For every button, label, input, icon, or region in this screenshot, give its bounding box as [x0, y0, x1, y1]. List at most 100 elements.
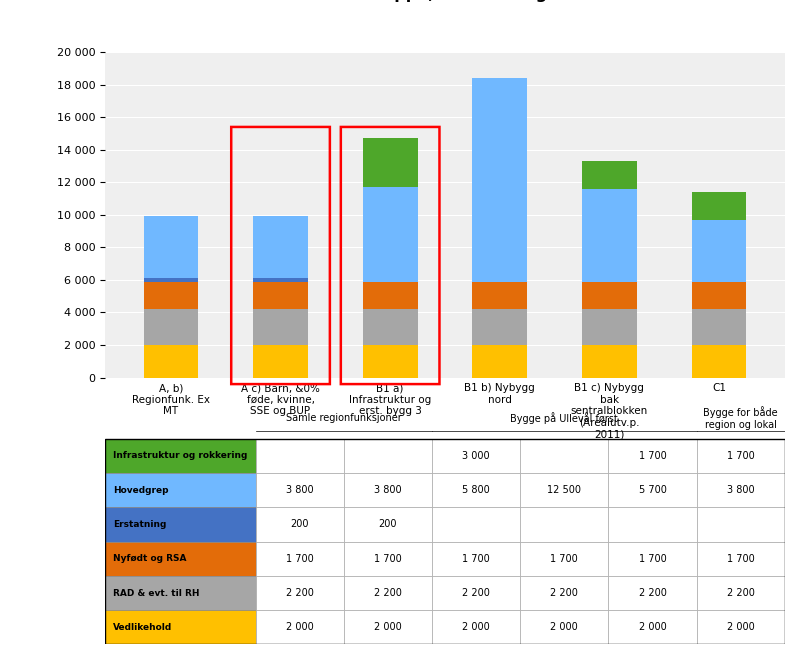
- Text: 2 200: 2 200: [638, 588, 667, 598]
- Text: 2 200: 2 200: [462, 588, 490, 598]
- Bar: [105, 507, 256, 542]
- Bar: [432, 507, 520, 542]
- Bar: [432, 439, 520, 473]
- Bar: [143, 345, 198, 378]
- Bar: [344, 507, 432, 542]
- Text: Infrastruktur og rokkering: Infrastruktur og rokkering: [113, 451, 248, 460]
- Bar: [697, 473, 785, 507]
- Text: 1 700: 1 700: [726, 554, 755, 564]
- Bar: [253, 345, 308, 378]
- Bar: [344, 473, 432, 507]
- Bar: [697, 576, 785, 610]
- Bar: [143, 216, 198, 279]
- Bar: [697, 542, 785, 576]
- Bar: [344, 542, 432, 576]
- Bar: [692, 345, 747, 378]
- Bar: [432, 542, 520, 576]
- Text: 2 200: 2 200: [286, 588, 314, 598]
- Bar: [692, 220, 747, 281]
- Bar: [582, 345, 637, 378]
- Text: 2 200: 2 200: [726, 588, 755, 598]
- Text: 1 700: 1 700: [638, 451, 667, 461]
- Text: 1 700: 1 700: [462, 554, 490, 564]
- Bar: [256, 542, 344, 576]
- Bar: [253, 281, 308, 309]
- Text: 3 000: 3 000: [462, 451, 490, 461]
- Bar: [105, 439, 785, 644]
- Text: 1 700: 1 700: [638, 554, 667, 564]
- Text: 3 800: 3 800: [374, 485, 402, 495]
- Text: 1 700: 1 700: [286, 554, 314, 564]
- Bar: [143, 279, 198, 281]
- Bar: [253, 309, 308, 345]
- Text: 2 000: 2 000: [374, 622, 402, 632]
- Text: 1 700: 1 700: [374, 554, 402, 564]
- Bar: [608, 439, 697, 473]
- Bar: [344, 576, 432, 610]
- Text: 3 800: 3 800: [286, 485, 314, 495]
- Bar: [362, 281, 417, 309]
- Bar: [256, 439, 344, 473]
- Bar: [143, 281, 198, 309]
- Bar: [520, 439, 608, 473]
- Text: 1 700: 1 700: [726, 451, 755, 461]
- Text: 2 000: 2 000: [462, 622, 490, 632]
- Bar: [608, 610, 697, 644]
- Bar: [692, 309, 747, 345]
- Title: Grovt anslag investeringskostnad i de ulike løsningene for
1. etappe, delt løsni: Grovt anslag investeringskostnad i de ul…: [180, 0, 710, 3]
- Bar: [362, 309, 417, 345]
- Bar: [692, 281, 747, 309]
- Bar: [362, 187, 417, 281]
- Bar: [697, 610, 785, 644]
- Bar: [105, 576, 256, 610]
- Bar: [582, 161, 637, 189]
- Text: 2 000: 2 000: [286, 622, 314, 632]
- Bar: [105, 610, 256, 644]
- Bar: [582, 309, 637, 345]
- Text: 5 800: 5 800: [462, 485, 490, 495]
- Bar: [256, 576, 344, 610]
- Bar: [105, 439, 256, 473]
- Text: 1 700: 1 700: [550, 554, 578, 564]
- Bar: [697, 439, 785, 473]
- Text: Erstatning: Erstatning: [113, 520, 167, 529]
- Text: 12 500: 12 500: [547, 485, 582, 495]
- Bar: [344, 439, 432, 473]
- Bar: [256, 507, 344, 542]
- Text: Nyfødt og RSA: Nyfødt og RSA: [113, 554, 186, 563]
- Bar: [608, 542, 697, 576]
- Bar: [472, 345, 527, 378]
- Text: 2 200: 2 200: [374, 588, 402, 598]
- Text: 200: 200: [290, 519, 309, 529]
- Text: Bygge for både
region og lokal: Bygge for både region og lokal: [703, 406, 778, 430]
- Bar: [105, 473, 256, 507]
- Bar: [582, 189, 637, 281]
- Text: Vedlikehold: Vedlikehold: [113, 623, 172, 632]
- Bar: [582, 281, 637, 309]
- Bar: [692, 192, 747, 219]
- Bar: [253, 216, 308, 279]
- Bar: [472, 78, 527, 281]
- Bar: [143, 309, 198, 345]
- Bar: [432, 576, 520, 610]
- Bar: [432, 610, 520, 644]
- Bar: [253, 279, 308, 281]
- Bar: [105, 542, 256, 576]
- Bar: [520, 610, 608, 644]
- Bar: [608, 576, 697, 610]
- Legend: Vedlikehold, RAD & evt. til RH, Nyfødt og RSA, Erstatning, Hovedgrep, Infrastruk: Vedlikehold, RAD & evt. til RH, Nyfødt o…: [142, 0, 748, 2]
- Bar: [472, 309, 527, 345]
- Bar: [608, 507, 697, 542]
- Bar: [520, 542, 608, 576]
- Bar: [256, 610, 344, 644]
- Bar: [520, 473, 608, 507]
- Bar: [256, 473, 344, 507]
- Bar: [520, 576, 608, 610]
- Bar: [520, 507, 608, 542]
- Text: 200: 200: [379, 519, 397, 529]
- Bar: [362, 345, 417, 378]
- Bar: [697, 507, 785, 542]
- Text: 3 800: 3 800: [726, 485, 755, 495]
- Text: 2 000: 2 000: [550, 622, 578, 632]
- Bar: [608, 473, 697, 507]
